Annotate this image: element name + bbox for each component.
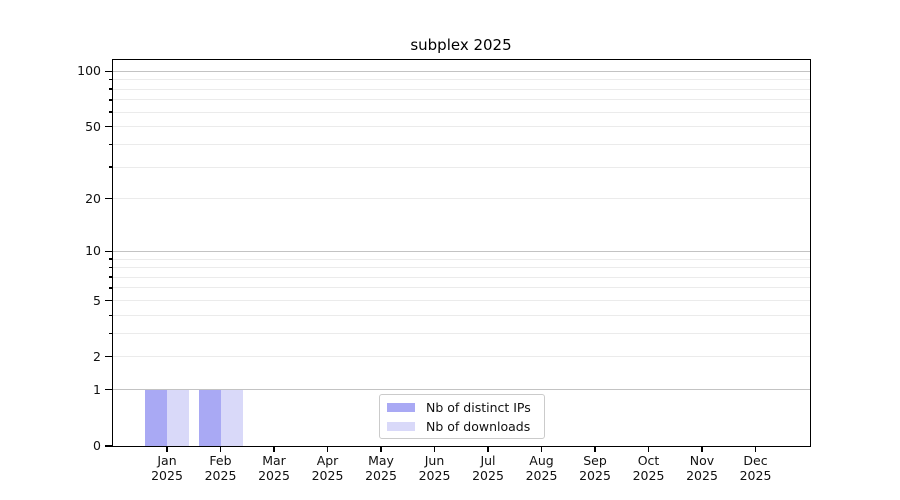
- y-tick-label: 10: [85, 243, 101, 259]
- y-tick: [105, 445, 113, 447]
- x-tick: [487, 446, 489, 452]
- y-tick: [105, 70, 113, 72]
- minor-gridline: [113, 276, 810, 278]
- legend: Nb of distinct IPs Nb of downloads: [379, 394, 545, 439]
- y-tick-minor: [108, 79, 113, 81]
- y-tick-minor: [108, 332, 113, 335]
- major-gridline: [113, 250, 810, 252]
- y-tick-minor: [108, 266, 113, 269]
- y-tick: [105, 299, 113, 302]
- x-tick-label-sep: Sep 2025: [579, 453, 611, 483]
- minor-gridline: [113, 143, 810, 145]
- x-tick: [273, 446, 275, 452]
- minor-gridline: [113, 198, 810, 200]
- x-tick-label-jul: Jul 2025: [472, 453, 504, 483]
- major-gridline: [113, 70, 810, 72]
- minor-gridline: [113, 314, 810, 316]
- y-tick-label: 2: [93, 348, 101, 364]
- minor-gridline: [113, 126, 810, 128]
- x-tick: [540, 446, 543, 452]
- minor-gridline: [113, 332, 810, 334]
- minor-gridline: [113, 111, 810, 113]
- y-tick: [105, 250, 113, 252]
- legend-label-downloads: Nb of downloads: [426, 418, 531, 434]
- x-tick-label-nov: Nov 2025: [686, 453, 718, 483]
- x-tick: [647, 446, 650, 452]
- y-tick-label: 1: [93, 381, 101, 397]
- x-tick-label-feb: Feb 2025: [204, 453, 237, 483]
- plot-area: 100 50 20 10 5 2 1 0 Jan 2025 Feb 2025 Mar 2025 Ap…: [77, 59, 811, 483]
- major-gridline: [113, 389, 810, 391]
- x-tick: [433, 446, 436, 452]
- x-tick-label-dec: Dec 2025: [739, 453, 772, 483]
- legend-label-distinct-ips: Nb of distinct IPs: [426, 399, 531, 415]
- y-tick: [105, 356, 113, 358]
- y-tick-minor: [108, 258, 113, 260]
- y-tick-minor: [108, 166, 113, 168]
- y-tick-minor: [108, 287, 113, 289]
- x-tick-label-may: May 2025: [365, 453, 397, 483]
- x-tick-label-apr: Apr 2025: [311, 453, 344, 483]
- bar-distinct-ips-feb: [198, 389, 221, 446]
- x-tick: [701, 446, 703, 452]
- x-tick: [166, 446, 168, 452]
- minor-gridline: [113, 300, 810, 301]
- minor-gridline: [113, 258, 810, 260]
- x-tick: [326, 446, 329, 452]
- y-tick: [105, 389, 113, 391]
- x-tick: [380, 446, 382, 452]
- x-tick: [754, 446, 757, 452]
- y-tick-label: 20: [85, 190, 101, 206]
- legend-swatch-distinct-ips: [387, 402, 415, 412]
- x-tick: [594, 446, 596, 452]
- y-tick: [105, 198, 113, 200]
- y-tick-minor: [108, 88, 113, 90]
- x-tick-label-jan: Jan 2025: [151, 453, 183, 483]
- y-tick-minor: [108, 143, 113, 146]
- minor-gridline: [113, 99, 810, 101]
- minor-gridline: [113, 356, 810, 358]
- x-tick-label-jun: Jun 2025: [418, 453, 451, 483]
- minor-gridline: [113, 88, 810, 90]
- y-tick-label: 100: [77, 63, 101, 79]
- x-tick-label-aug: Aug 2025: [525, 453, 558, 483]
- y-tick-label: 50: [85, 118, 101, 134]
- y-tick-minor: [108, 314, 113, 316]
- y-tick: [105, 126, 113, 128]
- legend-item-downloads: Nb of downloads: [380, 417, 544, 436]
- y-tick-label: 5: [93, 292, 101, 308]
- minor-gridline: [113, 267, 810, 269]
- x-tick: [219, 446, 222, 452]
- y-tick-minor: [108, 99, 113, 101]
- bar-distinct-ips-jan: [145, 389, 167, 446]
- x-tick-label-oct: Oct 2025: [632, 453, 665, 483]
- minor-gridline: [113, 166, 810, 168]
- bar-downloads-jan: [167, 389, 189, 446]
- minor-gridline: [113, 287, 810, 289]
- chart-title: subplex 2025: [410, 36, 512, 54]
- y-tick-minor: [108, 111, 113, 113]
- minor-gridline: [113, 79, 810, 81]
- bar-downloads-feb: [220, 389, 243, 446]
- y-tick-minor: [108, 276, 113, 278]
- y-tick-label: 0: [93, 438, 101, 453]
- x-tick-label-mar: Mar 2025: [258, 453, 290, 483]
- legend-item-distinct-ips: Nb of distinct IPs: [380, 398, 544, 417]
- legend-swatch-downloads: [387, 421, 415, 431]
